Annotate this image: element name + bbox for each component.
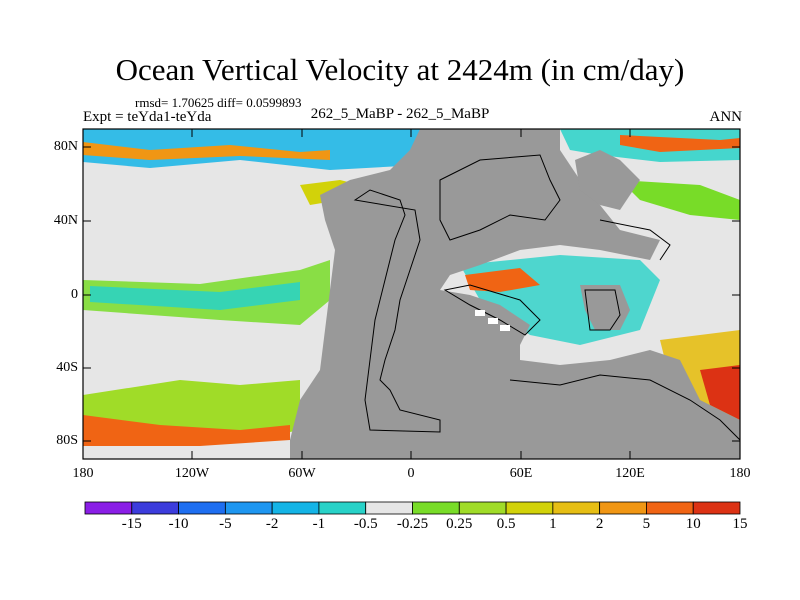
colorbar-label: 15 — [732, 516, 748, 532]
arctic-band-east-hot — [620, 135, 740, 152]
colorbar-label: -1 — [312, 516, 326, 532]
colorbar — [84, 501, 741, 515]
colorbar-swatch — [412, 501, 460, 515]
colorbar-label: -0.5 — [353, 516, 378, 532]
lon-label-180e: 180 — [729, 466, 751, 481]
experiment-label: Expt = teYda1-teYda — [83, 109, 212, 125]
colorbar-label: -15 — [121, 516, 142, 532]
case-label: 262_5_MaBP - 262_5_MaBP — [310, 106, 490, 122]
colorbar-swatch — [505, 501, 554, 515]
colorbar-label: -5 — [219, 516, 232, 532]
lat-label-80s: 80S — [56, 433, 78, 448]
coastlines — [353, 154, 740, 441]
lat-label-40n: 40N — [53, 213, 78, 228]
colorbar-label: -10 — [168, 516, 189, 532]
colorbar-label: 0.5 — [496, 516, 516, 532]
map-area — [83, 129, 740, 459]
colorbar-label: 1 — [549, 516, 557, 532]
colorbar-swatch — [271, 501, 320, 515]
colorbar-label: 5 — [642, 516, 651, 532]
colorbar-swatch — [224, 501, 273, 515]
colorbar-swatch — [552, 501, 601, 515]
colorbar-swatch — [646, 501, 694, 515]
east-pacific-band — [620, 180, 740, 220]
colorbar-label: -0.25 — [396, 516, 429, 532]
arctic-band-west-hot — [83, 142, 330, 160]
map-title: Ocean Vertical Velocity at 2424m (in cm/… — [115, 52, 685, 87]
colorbar-swatch — [178, 501, 226, 515]
colorbar-label: 0.25 — [446, 516, 473, 532]
lon-label-60w: 60W — [288, 466, 316, 481]
axis-ticks — [82, 129, 741, 459]
colorbar-swatch — [318, 501, 367, 515]
lon-label-60e: 60E — [509, 466, 533, 481]
lon-label-180w: 180 — [72, 466, 94, 481]
colorbar-swatch — [84, 501, 133, 515]
pangaea-landmass — [290, 129, 740, 459]
colorbar-swatch — [599, 501, 647, 515]
lon-label-0: 0 — [407, 466, 415, 481]
colorbar-swatch — [458, 501, 507, 515]
eastern-southern-hot — [700, 365, 740, 420]
season-label: ANN — [709, 109, 743, 125]
velocity-field — [83, 129, 740, 446]
equatorial-tongue-core — [90, 282, 300, 310]
lat-label-0: 0 — [71, 287, 78, 302]
colorbar-swatch — [365, 501, 413, 515]
lon-label-120e: 120E — [615, 466, 645, 481]
rmsd-diff-stats: rmsd= 1.70625 diff= 0.0599893 — [135, 95, 302, 110]
colorbar-label: -2 — [265, 516, 279, 532]
colorbar-label: 10 — [685, 516, 701, 532]
colorbar-label: 2 — [595, 516, 604, 532]
eastern-landmass — [575, 150, 640, 210]
colorbar-swatch — [131, 501, 179, 515]
tethys-hot — [465, 268, 540, 292]
lat-label-80n: 80N — [53, 139, 78, 154]
southern-ocean-hot — [83, 415, 290, 446]
colorbar-swatch — [692, 501, 741, 515]
lon-label-120w: 120W — [174, 466, 210, 481]
lat-label-40s: 40S — [56, 360, 78, 375]
